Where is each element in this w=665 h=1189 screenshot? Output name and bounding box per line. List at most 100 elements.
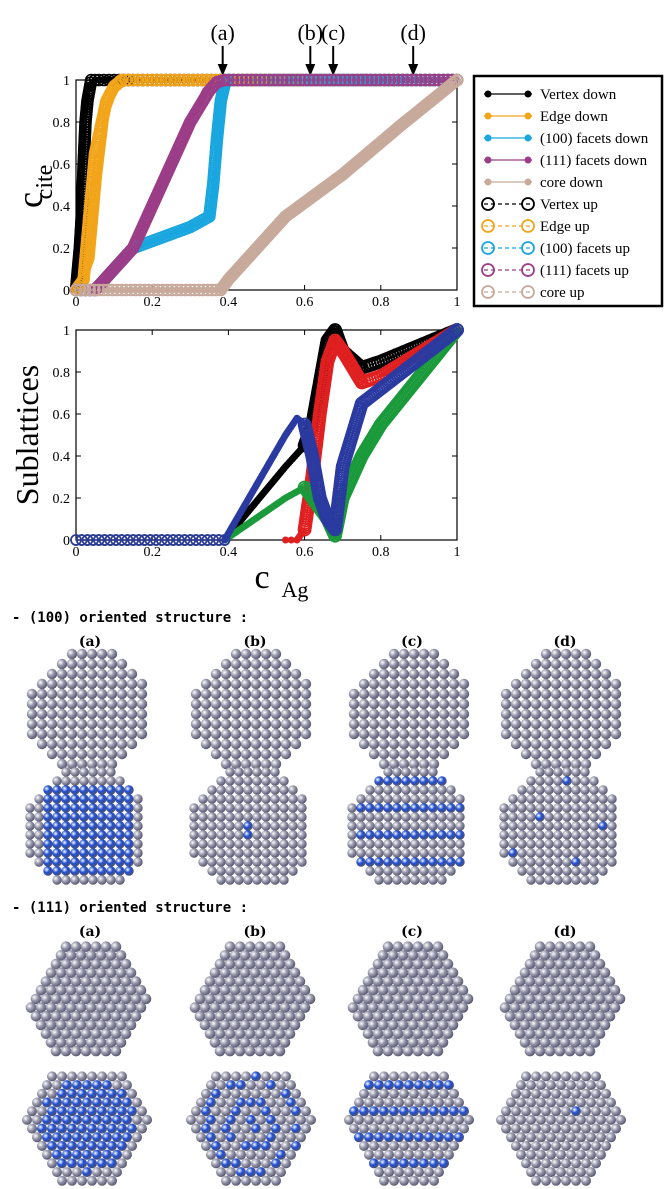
- atom: [437, 984, 449, 996]
- atom: [600, 708, 612, 720]
- ag-atom: [124, 866, 134, 876]
- ag-atom: [437, 830, 447, 840]
- atom: [402, 1045, 414, 1057]
- atom: [55, 984, 67, 996]
- ag-atom: [77, 1088, 87, 1099]
- atom: [589, 857, 599, 867]
- atom: [260, 678, 272, 690]
- atom: [274, 941, 286, 952]
- ag-atom: [112, 1132, 122, 1143]
- ag-atom: [61, 821, 71, 831]
- atom: [67, 1071, 77, 1082]
- atom: [607, 857, 617, 867]
- atom: [66, 718, 78, 730]
- atom: [540, 658, 552, 670]
- atom: [76, 648, 88, 660]
- atom: [540, 648, 552, 660]
- ag-atom: [102, 1097, 112, 1108]
- atom: [419, 767, 429, 777]
- atom: [408, 658, 420, 670]
- ag-atom: [57, 1141, 67, 1151]
- atom: [66, 758, 78, 770]
- atom: [412, 1028, 424, 1039]
- atom: [116, 748, 128, 760]
- atom: [230, 718, 242, 730]
- atom: [260, 648, 272, 660]
- atom: [252, 857, 262, 867]
- ag-atom: [106, 803, 116, 813]
- atom: [106, 648, 118, 660]
- atom: [410, 794, 420, 804]
- atom: [571, 839, 581, 849]
- atom: [80, 1028, 92, 1039]
- atom: [96, 718, 108, 730]
- atom: [392, 1045, 404, 1057]
- atom: [280, 658, 292, 670]
- atom: [553, 794, 563, 804]
- atom: [369, 1071, 379, 1082]
- atom: [580, 767, 590, 777]
- atom: [428, 648, 440, 660]
- legend-marker: [484, 156, 492, 164]
- atom: [378, 678, 390, 690]
- atom: [401, 866, 411, 876]
- atom: [126, 678, 138, 690]
- atom: [544, 976, 556, 987]
- atom: [562, 866, 572, 876]
- atom: [388, 738, 400, 750]
- ag-atom: [47, 1123, 57, 1134]
- atom: [47, 1088, 57, 1099]
- ag-atom: [434, 1132, 444, 1143]
- atom: [243, 857, 253, 867]
- atom: [66, 648, 78, 660]
- ag-atom: [261, 1141, 271, 1151]
- atom: [105, 1002, 117, 1013]
- atom: [551, 1158, 561, 1169]
- atom: [240, 668, 252, 680]
- atom: [556, 1097, 566, 1108]
- data-point: [338, 73, 352, 87]
- ag-atom: [392, 803, 402, 813]
- atom: [225, 812, 235, 822]
- annotation-arrowhead: [408, 64, 419, 76]
- atom: [236, 1132, 246, 1143]
- atom: [230, 688, 242, 700]
- data-point: [374, 73, 388, 87]
- atom: [86, 728, 98, 740]
- particle-111-3d-d: [499, 941, 626, 1057]
- atom: [249, 1019, 261, 1031]
- ag-atom: [92, 1080, 102, 1091]
- atom: [243, 776, 253, 786]
- atom: [207, 848, 217, 858]
- atom: [281, 1106, 291, 1117]
- atom: [432, 993, 444, 1005]
- atom: [254, 976, 266, 987]
- atom: [97, 767, 107, 777]
- atom: [544, 821, 554, 831]
- atom: [535, 803, 545, 813]
- atom: [357, 1019, 369, 1031]
- atom: [530, 748, 542, 760]
- x-tick-label: 0.4: [220, 295, 238, 310]
- atom: [428, 758, 440, 770]
- data-point: [448, 75, 462, 88]
- atom: [75, 967, 87, 979]
- atom: [250, 648, 262, 660]
- atom: [520, 698, 532, 710]
- ag-atom: [117, 1106, 127, 1117]
- atom: [438, 718, 450, 730]
- atom: [574, 993, 586, 1005]
- atom: [382, 1045, 394, 1057]
- atom: [191, 1106, 201, 1117]
- atom: [56, 678, 68, 690]
- atom: [204, 993, 216, 1005]
- atom: [437, 812, 447, 822]
- atom: [270, 767, 280, 777]
- x-tick-label: 0.6: [296, 545, 314, 560]
- atom: [540, 748, 552, 760]
- y-axis-label: Sublattices: [9, 365, 45, 505]
- atom: [270, 785, 280, 795]
- atom: [514, 1011, 526, 1022]
- ag-atom: [454, 1132, 464, 1143]
- atom: [284, 993, 296, 1005]
